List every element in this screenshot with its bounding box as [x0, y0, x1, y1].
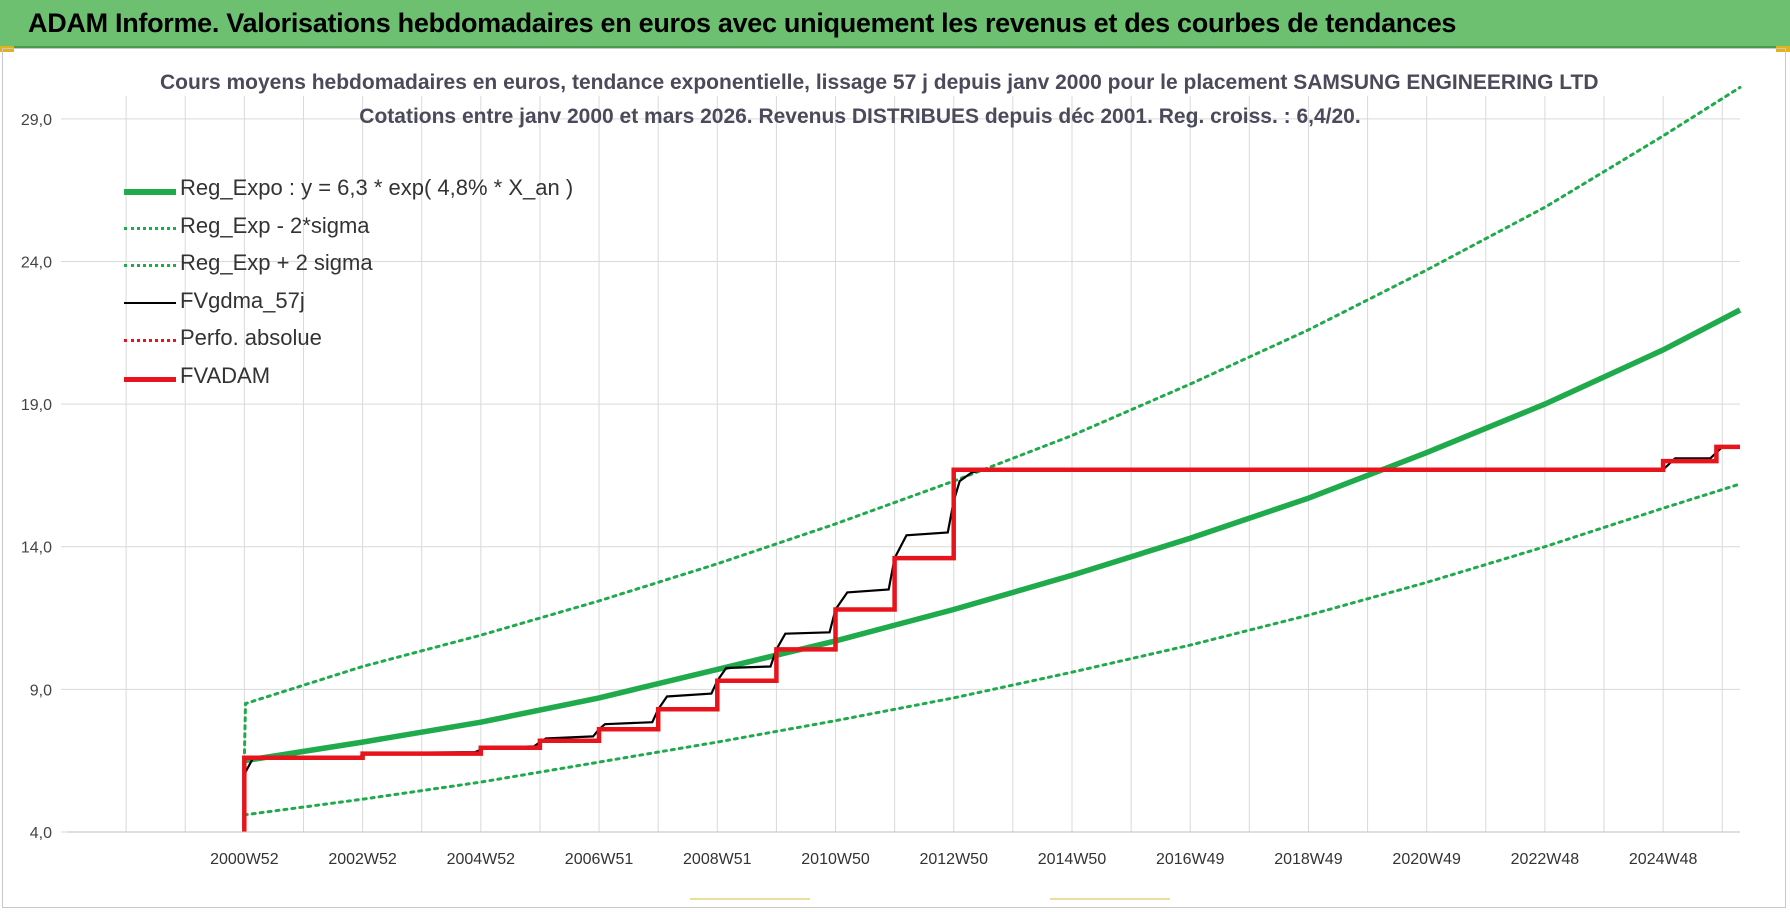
x-tick-label: 2024W48 — [1629, 851, 1698, 868]
x-tick-label: 2012W50 — [919, 851, 988, 868]
legend-label: Reg_Expo : y = 6,3 * exp( 4,8% * X_an ) — [180, 175, 574, 200]
series-line-0 — [243, 307, 1742, 764]
report-banner: ADAM Informe. Valorisations hebdomadaire… — [0, 0, 1790, 48]
legend-swatch — [124, 264, 176, 267]
x-tick-label: 2016W49 — [1156, 851, 1225, 868]
chart-title-line-2: Cotations entre janv 2000 et mars 2026. … — [359, 105, 1361, 128]
x-tick-label: 2022W48 — [1511, 851, 1580, 868]
x-tick-label: 2000W52 — [210, 851, 279, 868]
chart-frame — [2, 48, 1786, 908]
legend-swatch — [124, 226, 176, 230]
legend-swatch — [124, 376, 176, 382]
x-tick-label: 2004W52 — [447, 851, 516, 868]
legend-label: FVADAM — [180, 362, 271, 388]
corner-mark-right — [1776, 46, 1790, 52]
grid-layer — [61, 96, 1740, 833]
y-tick-label: 14,0 — [21, 540, 52, 557]
y-tick-label: 29,0 — [21, 112, 52, 129]
y-tick-label: 24,0 — [21, 254, 52, 271]
legend-label: Reg_Exp - 2*sigma — [180, 212, 370, 238]
x-tick-label: 2006W51 — [565, 851, 634, 868]
series-line-1 — [242, 482, 1742, 817]
legend-swatch — [124, 301, 176, 304]
corner-mark-left — [0, 46, 14, 52]
legend-label: FVgdma_57j — [180, 287, 305, 313]
legend-swatch — [124, 339, 176, 342]
y-tick-label: 4,0 — [30, 825, 52, 842]
x-tick-label: 2018W49 — [1274, 851, 1343, 868]
legend-label: Reg_Exp + 2 sigma — [180, 250, 373, 275]
series-layer — [242, 85, 1742, 833]
x-tick-label: 2014W50 — [1038, 851, 1107, 868]
bottom-accent-1 — [690, 898, 810, 900]
x-tick-label: 2002W52 — [328, 851, 397, 868]
x-tick-label: 2020W49 — [1392, 851, 1461, 868]
bottom-accent-2 — [1050, 898, 1170, 900]
report-title: ADAM Informe. Valorisations hebdomadaire… — [28, 8, 1457, 38]
y-tick-label: 19,0 — [21, 397, 52, 414]
y-tick-label: 9,0 — [30, 682, 52, 699]
x-tick-label: 2008W51 — [683, 851, 752, 868]
legend-swatch — [124, 189, 176, 195]
axis-layer: 4,0 9,0 14,0 19,0 24,0 29,0 2000W52 2002W52 2004… — [21, 112, 1740, 868]
chart-title-line-1: Cours moyens hebdomadaires en euros, ten… — [160, 71, 1599, 94]
series-line-5 — [242, 444, 1740, 832]
x-tick-label: 2010W50 — [801, 851, 870, 868]
legend-label: Perfo. absolue — [180, 325, 322, 350]
